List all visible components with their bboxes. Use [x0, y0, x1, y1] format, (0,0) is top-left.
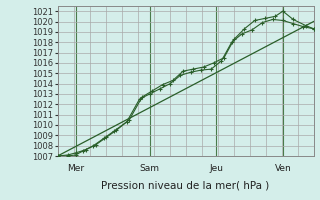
- Text: Jeu: Jeu: [209, 164, 223, 173]
- X-axis label: Pression niveau de la mer( hPa ): Pression niveau de la mer( hPa ): [101, 180, 270, 190]
- Text: Mer: Mer: [67, 164, 84, 173]
- Text: Ven: Ven: [275, 164, 291, 173]
- Text: Sam: Sam: [140, 164, 160, 173]
